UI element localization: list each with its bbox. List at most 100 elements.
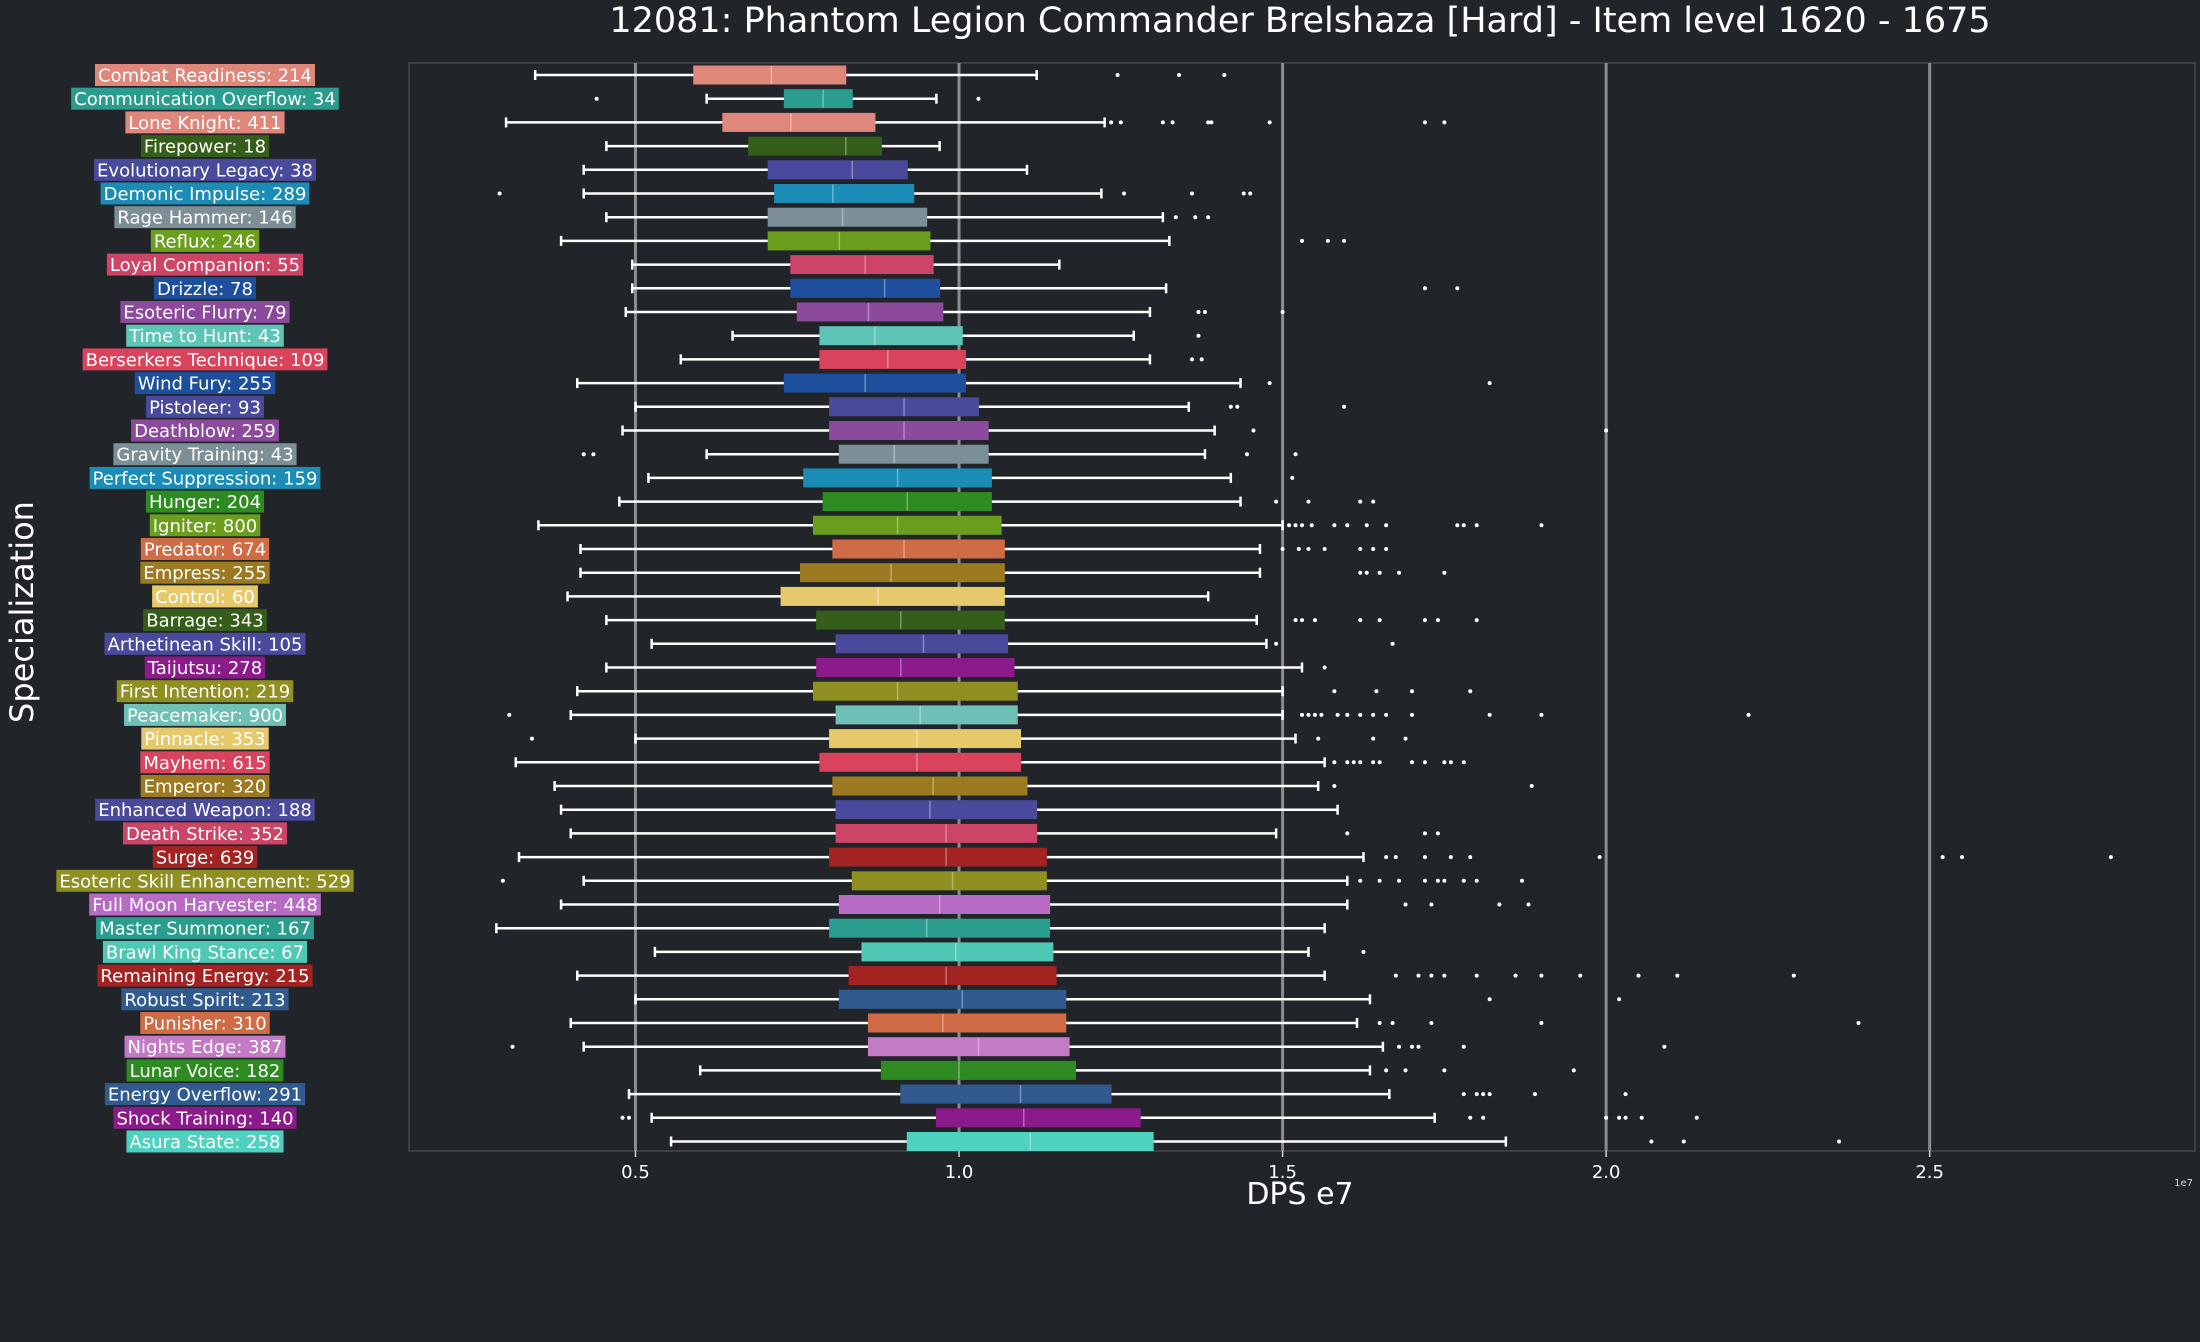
box-iqr <box>835 705 1018 725</box>
box-iqr <box>767 160 908 180</box>
outlier-point <box>1461 1044 1466 1049</box>
grid-lines <box>633 63 1932 1151</box>
y-label-background <box>140 135 270 158</box>
box-group <box>731 326 1201 346</box>
y-label-text: Energy Overflow: 291 <box>108 1085 302 1106</box>
y-label-text: Pistoleer: 93 <box>149 397 261 418</box>
outlier-point <box>1617 997 1622 1002</box>
outlier-point <box>1122 191 1127 196</box>
y-label: Wind Fury: 255 <box>134 372 276 395</box>
outlier-point <box>1228 404 1233 409</box>
y-label-text: Robust Spirit: 213 <box>124 990 285 1011</box>
outlier-point <box>1244 452 1249 457</box>
x-tick-label: 1.5 <box>1268 1162 1297 1183</box>
outlier-point <box>1345 523 1350 528</box>
y-label-text: Taijutsu: 278 <box>147 658 262 679</box>
box-iqr <box>722 112 876 132</box>
y-label: Taijutsu: 278 <box>144 656 266 679</box>
outlier-point <box>1410 712 1415 717</box>
y-label: Energy Overflow: 291 <box>104 1083 306 1106</box>
box-group <box>605 136 941 156</box>
x-axis-label: DPS e7 <box>1246 1177 1353 1212</box>
box-group <box>653 942 1366 962</box>
outlier-point <box>1235 404 1240 409</box>
y-label-background <box>89 893 321 916</box>
y-label-background <box>116 680 294 703</box>
y-label: Barrage: 343 <box>143 609 267 632</box>
outlier-point <box>1487 1092 1492 1097</box>
box-iqr <box>935 1108 1141 1128</box>
box-group <box>631 278 1460 298</box>
y-label-background <box>95 64 315 86</box>
outlier-point <box>1377 760 1382 765</box>
y-label: Reflux: 246 <box>150 229 260 252</box>
box-iqr <box>829 729 1022 749</box>
outlier-point <box>1649 1139 1654 1144</box>
box-group <box>627 1084 1628 1104</box>
y-label-background <box>104 632 306 655</box>
y-label-text: Empress: 255 <box>143 563 266 584</box>
outlier-point <box>1481 1092 1486 1097</box>
outlier-point <box>1837 1139 1842 1144</box>
y-label: Full Moon Harvester: 448 <box>89 893 321 916</box>
outlier-point <box>1312 712 1317 717</box>
outlier-point <box>1746 712 1751 717</box>
outlier-point <box>1358 760 1363 765</box>
y-label-text: Drizzle: 78 <box>157 279 253 300</box>
outlier-point <box>1361 949 1366 954</box>
outlier-point <box>976 96 981 101</box>
y-label: Firepower: 18 <box>140 135 270 158</box>
y-label-text: Full Moon Harvester: 448 <box>92 895 318 916</box>
outlier-point <box>1856 1021 1861 1025</box>
box-group <box>698 1060 1576 1080</box>
box-group <box>517 847 2113 867</box>
x-tick-label: 0.5 <box>621 1162 650 1183</box>
y-label: Hunger: 204 <box>145 490 265 513</box>
y-label-background <box>56 869 354 892</box>
outlier-point <box>1403 736 1408 741</box>
box-iqr <box>816 610 1005 630</box>
outlier-point <box>1371 547 1376 551</box>
outlier-point <box>1322 547 1327 551</box>
y-label-background <box>140 751 270 774</box>
y-label-background <box>95 798 315 821</box>
outlier-point <box>1455 286 1460 291</box>
outlier-point <box>1173 215 1178 220</box>
box-iqr <box>867 1013 1067 1033</box>
outlier-point <box>1206 215 1211 220</box>
box-group <box>594 89 981 109</box>
outlier-point <box>1442 120 1447 125</box>
y-label-text: Emperor: 320 <box>144 777 267 798</box>
outlier-point <box>1604 428 1609 433</box>
y-label: Nights Edge: 387 <box>124 1035 286 1058</box>
y-label-background <box>120 301 290 323</box>
outlier-point <box>1397 1044 1402 1049</box>
y-label-text: Enhanced Weapon: 188 <box>98 800 312 821</box>
y-label: Rage Hammer: 146 <box>114 206 296 229</box>
outlier-point <box>1675 973 1680 978</box>
outlier-point <box>1222 73 1227 77</box>
y-label: Punisher: 310 <box>140 1012 270 1035</box>
outlier-point <box>1351 760 1356 765</box>
outlier-point <box>1468 1115 1473 1120</box>
outlier-point <box>627 1115 632 1120</box>
outlier-point <box>1345 712 1350 717</box>
outlier-point <box>1435 618 1440 623</box>
outlier-point <box>1170 120 1175 125</box>
y-label: Brawl King Stance: 67 <box>102 940 308 963</box>
box-iqr <box>796 302 944 322</box>
box-iqr <box>880 1060 1077 1080</box>
outlier-point <box>1358 570 1363 575</box>
y-label: Robust Spirit: 213 <box>121 988 289 1011</box>
outlier-point <box>1497 902 1502 907</box>
box-iqr <box>829 421 989 440</box>
outlier-point <box>1300 618 1304 623</box>
y-label: Esoteric Flurry: 79 <box>120 301 290 324</box>
outlier-point <box>1364 570 1369 575</box>
y-label-background <box>126 1130 284 1153</box>
y-label-text: Gravity Training: 43 <box>116 445 293 466</box>
box-group <box>559 231 1347 251</box>
box-iqr <box>838 989 1067 1009</box>
y-label-background <box>140 775 270 797</box>
box-iqr <box>783 89 853 109</box>
